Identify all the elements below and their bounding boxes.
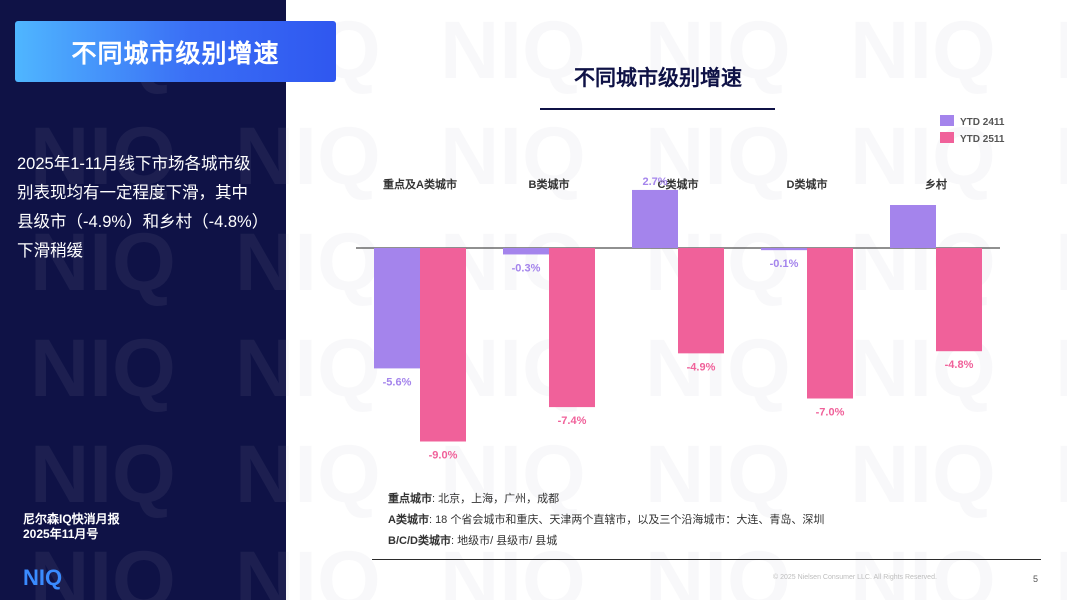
summary-line: 县级市（-4.9%）和乡村（-4.8%）	[17, 213, 269, 231]
copyright: © 2025 Nielsen Consumer LLC. All Rights …	[773, 574, 937, 581]
legend-swatch	[940, 132, 954, 143]
note-row: 重点城市: 北京，上海，广州，成都	[388, 489, 824, 510]
data-label: -0.1%	[770, 258, 799, 270]
note-text: : 18 个省会城市和重庆、天津两个直辖市，以及三个沿海城市：大连、青岛、深圳	[428, 514, 825, 526]
summary-text: 2025年1-11月线下市场各城市级 别表现均有一定程度下滑，其中 县级市（-4…	[17, 150, 285, 266]
report-name: 尼尔森IQ快消月报 2025年11月号	[23, 512, 120, 542]
chart-title: 不同城市级别增速	[574, 67, 742, 90]
title-banner: 不同城市级别增速	[15, 21, 336, 82]
bar-ytd2411	[761, 248, 807, 251]
watermark-text: NIQ	[235, 323, 286, 414]
watermark-text: NIQ	[286, 535, 381, 600]
watermark-text: NIQ	[235, 217, 286, 308]
category-label: 重点及A类城市	[383, 177, 457, 191]
report-title: 尼尔森IQ快消月报	[23, 512, 120, 526]
note-text: : 地级市/ 县级市/ 县城	[450, 535, 558, 547]
niq-watermark-left: NIQNIQNIQNIQNIQNIQNIQNIQNIQNIQNIQNIQNIQN…	[30, 5, 286, 600]
watermark-text: NIQ	[30, 429, 176, 520]
note-text: : 北京，上海，广州，成都	[432, 493, 560, 505]
legend-label: YTD 2411	[960, 117, 1005, 128]
footer-divider	[372, 559, 1041, 560]
page-number: 5	[1033, 574, 1039, 584]
report-issue: 2025年11月号	[23, 527, 99, 541]
summary-line: 下滑稍缓	[17, 242, 83, 260]
niq-logo-mark: NIQ	[23, 565, 62, 590]
watermark-text: NIQ	[30, 111, 176, 202]
niq-logo: NIQ	[23, 565, 87, 595]
watermark-text: NIQ	[235, 111, 286, 202]
niq-logo-text: NIQ	[23, 566, 62, 590]
category-label: B类城市	[529, 177, 570, 191]
city-definitions: 重点城市: 北京，上海，广州，成都 A类城市: 18 个省会城市和重庆、天津两个…	[388, 489, 824, 552]
category-label: D类城市	[787, 177, 828, 191]
bar-ytd2511	[420, 248, 466, 442]
bar-ytd2511	[807, 248, 853, 399]
watermark-text: NIQ	[30, 217, 176, 308]
category-label: 乡村	[925, 177, 947, 191]
bar-ytd2511	[936, 248, 982, 352]
bar-ytd2511	[678, 248, 724, 354]
watermark-text: NIQ	[30, 535, 176, 600]
note-label: 重点城市	[388, 493, 432, 505]
data-label: -0.3%	[512, 262, 541, 274]
watermark-text: NIQ	[235, 429, 286, 520]
watermark-text: NIQ	[1055, 535, 1067, 600]
note-row: B/C/D类城市: 地级市/ 县级市/ 县城	[388, 531, 824, 552]
data-label: -4.8%	[945, 359, 974, 371]
bar-ytd2511	[549, 248, 595, 408]
data-label: -7.0%	[816, 407, 845, 419]
watermark-text: NIQ	[850, 535, 996, 600]
left-panel: NIQNIQNIQNIQNIQNIQNIQNIQNIQNIQNIQNIQNIQN…	[0, 0, 286, 600]
data-label: -5.6%	[383, 376, 412, 388]
data-label: -7.4%	[558, 415, 587, 427]
note-label: B/C/D类城市	[388, 535, 451, 547]
bar-ytd2411	[890, 205, 936, 248]
watermark-text: NIQ	[235, 535, 286, 600]
legend-swatch	[940, 115, 954, 126]
bar-ytd2411	[503, 248, 549, 255]
note-row: A类城市: 18 个省会城市和重庆、天津两个直辖市，以及三个沿海城市：大连、青岛…	[388, 510, 824, 531]
watermark-text: NIQ	[30, 323, 176, 414]
summary-line: 2025年1-11月线下市场各城市级	[17, 155, 251, 173]
data-label: -4.9%	[687, 361, 716, 373]
summary-line: 别表现均有一定程度下滑，其中	[17, 184, 248, 202]
bar-ytd2411	[632, 189, 678, 248]
data-label: -9.0%	[429, 450, 458, 462]
data-label: 2.7%	[642, 176, 667, 188]
banner-title: 不同城市级别增速	[71, 39, 280, 68]
category-label: C类城市	[658, 177, 699, 191]
legend-label: YTD 2511	[960, 134, 1005, 145]
bar-ytd2411	[374, 248, 420, 369]
chart-title-underline	[540, 108, 775, 110]
note-label: A类城市	[388, 514, 429, 526]
